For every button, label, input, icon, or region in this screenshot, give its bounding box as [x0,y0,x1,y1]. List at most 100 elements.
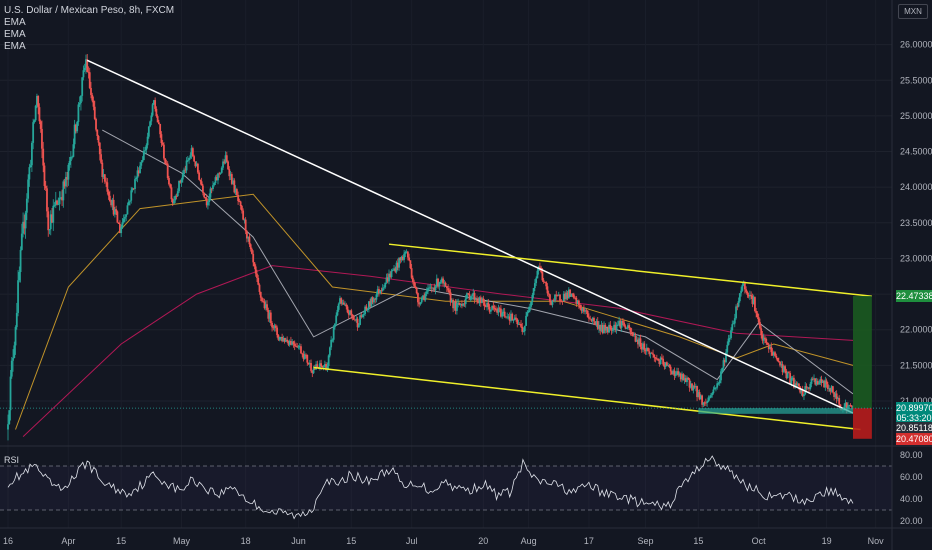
candle-body [759,322,761,329]
ema-label-1[interactable]: EMA [4,17,26,28]
candle-body [117,222,120,224]
candle-body [186,160,189,161]
candle-body [219,172,222,174]
candle-body [359,315,361,325]
candle-body [217,173,219,181]
candle-body [762,337,765,341]
price-tick-label: 22.00000 [900,325,932,335]
candle-body [725,352,727,363]
candle-body [132,188,135,190]
candle-body [751,295,754,304]
candle-body [648,351,651,355]
candle-body [620,320,623,328]
candle-body [422,295,424,299]
candle-body [732,323,735,325]
price-tick-label: 23.00000 [900,253,932,263]
candle-body [233,180,236,193]
candle-body [530,301,532,307]
symbol-title[interactable]: U.S. Dollar / Mexican Peso, 8h, FXCM [4,5,175,16]
candle-body [347,312,350,315]
candle-body [244,219,247,232]
ema-label-3[interactable]: EMA [4,41,26,52]
time-tick-label: 17 [584,536,594,546]
candle-body [257,277,260,285]
candle-body [588,317,590,319]
ema-label-2[interactable]: EMA [4,29,26,40]
candle-body [82,70,85,78]
rsi-tick-label: 20.00 [900,516,923,526]
candle-body [352,316,355,320]
candle-body [549,294,551,303]
candle-body [107,191,110,196]
candle-body [489,309,492,312]
candle-body [644,349,647,352]
candle-body [325,364,328,371]
candle-body [48,229,51,231]
candle-body [435,278,438,287]
candle-body [341,302,344,304]
candle-body [795,383,798,385]
candle-body [712,389,715,394]
candle-body [165,163,168,165]
candle-body [825,380,828,385]
candle-body [755,310,758,314]
candle-body [149,121,151,127]
rsi-label[interactable]: RSI [4,455,20,465]
candle-body [115,209,118,212]
candle-body [113,209,116,215]
candle-body [786,372,789,379]
candle-body [814,378,817,385]
candle-body [17,280,19,313]
candle-body [522,331,525,332]
candle-body [404,252,407,254]
candle-body [627,325,629,329]
candle-body [279,337,282,338]
candle-body [623,322,626,327]
candle-body [240,206,243,211]
candle-body [207,202,209,206]
candle-body [234,189,237,193]
candle-body [27,179,30,199]
candle-body [826,384,829,389]
candle-body [663,364,666,367]
candle-body [374,298,377,300]
candle-body [150,115,153,122]
candle-body [124,216,126,219]
candle-body [61,197,63,201]
candle-body [434,286,437,291]
candle-body [810,378,813,384]
candle-body [604,324,607,331]
candle-body [625,328,628,329]
candle-body [428,287,431,289]
candle-body [229,174,232,177]
currency-badge[interactable]: MXN [898,4,928,19]
price-tag: 20.47080 [896,433,932,445]
candle-body [525,315,527,326]
candle-body [126,205,129,215]
candle-body [292,341,295,345]
candle-body [34,105,37,121]
candle-body [606,327,609,333]
candle-body [477,300,480,304]
candle-body [632,332,634,337]
candle-body [803,394,805,397]
candle-body [683,378,686,381]
candle-body [220,167,223,173]
candle-body [721,367,724,372]
candle-body [97,136,100,143]
time-tick-label: Nov [868,536,885,546]
candle-body [67,164,70,180]
candle-body [506,316,509,318]
candle-body [73,124,76,145]
ema-lines [15,129,854,437]
ema-slow-line [22,265,854,437]
candle-body [601,324,604,334]
candle-body [638,338,641,345]
time-tick-label: 15 [693,536,703,546]
candle-body [141,160,144,163]
candle-body [194,161,197,167]
price-tick-label: 23.50000 [900,218,932,228]
candle-body [696,386,698,398]
candle-body [730,330,732,338]
